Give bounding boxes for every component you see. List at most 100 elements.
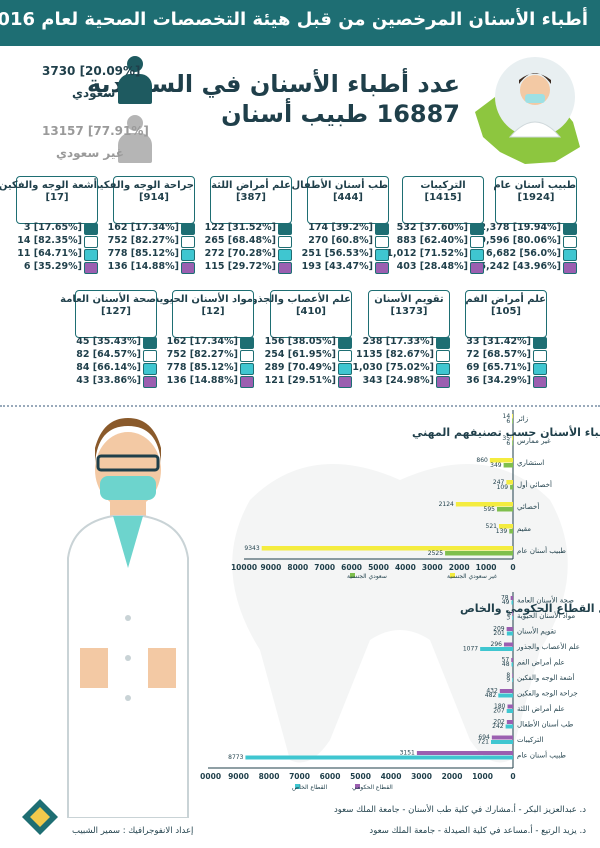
bar bbox=[506, 709, 513, 713]
specialty-breakdown: 45 [35.43%] 82 [64.57%] 84 [66.14%] 43 [33.… bbox=[71, 336, 157, 388]
data-label: 9343 bbox=[244, 545, 259, 552]
data-label: 201 bbox=[493, 630, 505, 637]
specialty-name: التركيبات bbox=[420, 180, 466, 191]
breakdown-value: 33 [31.42%] bbox=[466, 336, 531, 347]
legend-swatch bbox=[295, 784, 300, 789]
x-tick-label: 4000 bbox=[381, 772, 402, 781]
bar bbox=[261, 546, 513, 551]
breakdown-value: 3 [17.65%] bbox=[23, 222, 82, 233]
chart-title: توزيع أطباء الأسنان حسب تصنيفهم المهني bbox=[412, 425, 600, 439]
saudi-label: سعودي bbox=[72, 86, 116, 100]
breakdown-value: 43 [33.86%] bbox=[76, 375, 141, 386]
category-label: زائر bbox=[516, 415, 528, 423]
saudi-flag-icon bbox=[84, 223, 98, 235]
breakdown-value: 36 [34.29%] bbox=[466, 375, 531, 386]
specialty-box: علم أمراض اللثة [387] bbox=[210, 176, 292, 224]
breakdown-value: 272 [70.28%] bbox=[204, 248, 276, 259]
data-label: 860 bbox=[476, 457, 488, 464]
bar bbox=[506, 720, 513, 724]
breakdown-row: 122 [31.52%] bbox=[205, 222, 292, 235]
data-label: 207 bbox=[493, 708, 505, 715]
breakdown-value: 193 [43.47%] bbox=[301, 261, 373, 272]
data-label: 694 bbox=[478, 734, 490, 741]
category-label: مواد الأسنان الحيوية bbox=[517, 611, 575, 620]
data-label: 57 bbox=[502, 657, 510, 664]
breakdown-value: 778 [85.12%] bbox=[166, 362, 238, 373]
specialty-count: [1373] bbox=[390, 306, 428, 317]
x-tick-label: 9000 bbox=[228, 772, 249, 781]
legend-label: القطاع الخاص bbox=[292, 784, 328, 791]
data-label: 8 bbox=[506, 672, 510, 679]
breakdown-row: 136 [14.88%] bbox=[107, 261, 195, 274]
breakdown-value: 883 [62.40%] bbox=[396, 235, 468, 246]
breakdown-row: 82 [64.57%] bbox=[71, 349, 157, 362]
data-label: 242 bbox=[492, 723, 504, 730]
male-icon bbox=[338, 363, 352, 375]
breakdown-row: 6 [35.29%] bbox=[12, 261, 98, 274]
male-icon bbox=[563, 249, 577, 261]
category-label: استشاري bbox=[517, 459, 544, 467]
data-label: 349 bbox=[490, 462, 502, 469]
breakdown-value: 343 [24.98%] bbox=[362, 375, 434, 386]
bar bbox=[512, 436, 513, 441]
specialty-name: طبيب أسنان عام bbox=[493, 180, 576, 191]
bar bbox=[512, 414, 513, 419]
bar bbox=[510, 485, 513, 490]
data-label: 482 bbox=[485, 692, 497, 699]
specialty-box: مواد الأسنان الحيوية [12] bbox=[153, 290, 254, 338]
breakdown-row: 265 [68.48%] bbox=[205, 235, 292, 248]
data-label: 202 bbox=[493, 719, 505, 726]
specialty-name: علم الأعصاب والجذور bbox=[245, 294, 351, 305]
section-divider bbox=[0, 405, 600, 407]
data-label: 6 bbox=[506, 440, 510, 447]
data-label: 432 bbox=[486, 688, 498, 695]
x-tick-label: 6000 bbox=[341, 563, 362, 572]
breakdown-row: 72 [68.57%] bbox=[461, 349, 547, 362]
x-tick-label: 7000 bbox=[314, 563, 335, 572]
category-label: علم أمراض اللثة bbox=[517, 704, 565, 713]
breakdown-value: 82 [64.57%] bbox=[76, 349, 141, 360]
bar bbox=[505, 724, 513, 729]
saudi-flag-icon bbox=[470, 223, 484, 235]
category-label: أخصائي bbox=[517, 502, 539, 511]
specialty-name: علم أمراض الفم bbox=[465, 294, 546, 305]
foreign-flag-icon bbox=[436, 350, 450, 362]
data-label: 2525 bbox=[428, 550, 443, 557]
bar bbox=[489, 458, 513, 463]
saudi-flag-icon bbox=[375, 223, 389, 235]
specialty-box: طب أسنان الأطفال [444] bbox=[291, 176, 389, 224]
breakdown-value: 752 [82.27%] bbox=[107, 235, 179, 246]
breakdown-value: 162 [17.34%] bbox=[107, 222, 179, 233]
x-tick-label: 7000 bbox=[289, 772, 310, 781]
x-tick-label: 10000 bbox=[231, 563, 257, 572]
breakdown-value: 1,012 [71.52%] bbox=[386, 248, 468, 259]
data-label: 8773 bbox=[228, 754, 243, 761]
breakdown-row: 1135 [82.67%] bbox=[356, 349, 450, 362]
specialty-name: طب أسنان الأطفال bbox=[291, 180, 388, 191]
breakdown-value: 136 [14.88%] bbox=[166, 375, 238, 386]
x-tick-label: 8000 bbox=[259, 772, 280, 781]
data-label: 180 bbox=[494, 703, 506, 710]
breakdown-value: 2,378 [19.94%] bbox=[479, 222, 561, 233]
tooth-watermark bbox=[232, 464, 568, 763]
professional-classification-chart: توزيع أطباء الأسنان حسب تصنيفهم المهني 10… bbox=[231, 410, 600, 580]
breakdown-value: 14 [82.35%] bbox=[17, 235, 82, 246]
non-saudi-label: غير سعودي bbox=[56, 146, 124, 160]
header-title: أطباء الأسنان المرخصين من قبل هيئة التخص… bbox=[0, 9, 588, 30]
breakdown-row: 3 [17.65%] bbox=[12, 222, 98, 235]
breakdown-row: 193 [43.47%] bbox=[301, 261, 389, 274]
breakdown-value: 136 [14.88%] bbox=[107, 261, 179, 272]
breakdown-value: 69 [65.71%] bbox=[466, 362, 531, 373]
breakdown-row: 238 [17.33%] bbox=[363, 336, 450, 349]
chart-title: توزيع أطباء الأسنان في القطاع الحكومي وا… bbox=[460, 601, 600, 615]
breakdown-row: 403 [28.48%] bbox=[397, 261, 484, 274]
breakdown-row: 752 [82.27%] bbox=[167, 349, 254, 362]
female-icon bbox=[278, 262, 292, 274]
legend-swatch bbox=[355, 784, 360, 789]
breakdown-row: 883 [62.40%] bbox=[396, 235, 484, 248]
male-icon bbox=[278, 249, 292, 261]
breakdown-row: 289 [70.49%] bbox=[265, 362, 352, 375]
bar bbox=[455, 502, 513, 507]
breakdown-row: 9,596 [80.06%] bbox=[479, 235, 577, 248]
category-label: صحة الأسنان العامة bbox=[517, 596, 574, 605]
